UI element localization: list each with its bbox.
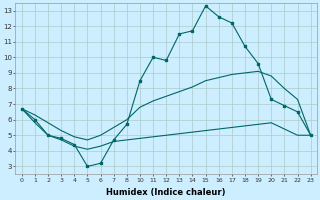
X-axis label: Humidex (Indice chaleur): Humidex (Indice chaleur) [107,188,226,197]
